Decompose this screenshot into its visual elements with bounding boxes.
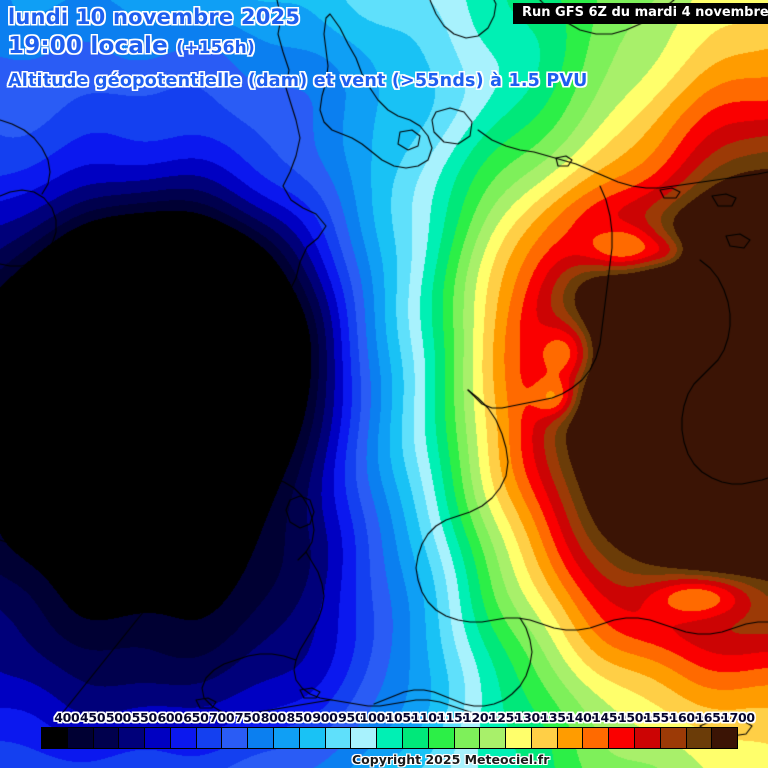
parameter-title: Altitude géopotentielle (dam) et vent (>… <box>8 71 588 91</box>
colorbar-tick-label: 400 <box>54 710 80 725</box>
colorbar-tick-labels: 400 450 500 550 600 650 700 750 800 850 900 950 1000… <box>41 710 755 727</box>
colorbar-swatch <box>196 728 223 748</box>
colorbar-swatch <box>119 728 146 748</box>
copyright-notice: Copyright 2025 Meteociel.fr <box>352 752 550 767</box>
colorbar-swatch <box>351 728 378 748</box>
colorbar-tick-label: 1450 <box>592 710 626 725</box>
colorbar-tick-label: 450 <box>80 710 106 725</box>
colorbar-swatch <box>583 728 610 748</box>
colorbar-swatch <box>557 728 584 748</box>
colorbar-swatch <box>402 728 429 748</box>
colorbar-swatch <box>325 728 352 748</box>
colorbar-swatch <box>67 728 94 748</box>
colorbar-swatch <box>428 728 455 748</box>
colorbar-tick-label: 1350 <box>540 710 575 725</box>
colorbar-tick-label: 950 <box>338 710 364 725</box>
colorbar-swatch <box>170 728 197 748</box>
colorbar-tick-label: 500 <box>105 710 132 725</box>
colorbar-swatch <box>93 728 120 748</box>
colorbar-legend: 400 450 500 550 600 650 700 750 800 850 900 950 1000… <box>41 710 755 749</box>
colorbar-tick-label: 1000 <box>359 710 394 725</box>
colorbar-swatch <box>274 728 300 748</box>
colorbar-swatch <box>634 728 661 748</box>
colorbar-tick-label: 1500 <box>617 710 652 725</box>
colorbar-tick-label: 600 <box>157 710 183 725</box>
forecast-date-label: lundi 10 novembre 2025 <box>8 5 301 29</box>
colorbar-swatch <box>660 728 687 748</box>
colorbar-tick-label: 1700 <box>721 710 755 725</box>
forecast-lead-time: (+156h) <box>176 38 255 58</box>
forecast-time-value: 19:00 locale <box>8 33 168 59</box>
colorbar-swatch <box>480 728 507 748</box>
colorbar-swatch <box>145 728 171 748</box>
colorbar-tick-label: 850 <box>286 710 313 725</box>
colorbar-tick-label: 700 <box>209 710 235 725</box>
colorbar-tick-label: 1250 <box>488 710 523 725</box>
colorbar-swatch <box>454 728 481 748</box>
colorbar-swatch <box>686 728 713 748</box>
colorbar-swatch <box>531 728 558 748</box>
colorbar-swatches <box>41 727 738 749</box>
colorbar-tick-label: 1200 <box>463 710 497 725</box>
colorbar-tick-label: 750 <box>234 710 261 725</box>
colorbar-swatch <box>222 728 249 748</box>
colorbar-tick-label: 650 <box>183 710 209 725</box>
colorbar-swatch <box>42 728 68 748</box>
colorbar-tick-label: 800 <box>260 710 287 725</box>
colorbar-tick-label: 1150 <box>437 710 471 725</box>
colorbar-tick-label: 900 <box>312 710 338 725</box>
colorbar-swatch <box>609 728 635 748</box>
forecast-time-label: 19:00 locale (+156h) <box>8 33 255 59</box>
colorbar-tick-label: 1100 <box>411 710 446 725</box>
colorbar-tick-label: 1300 <box>514 710 549 725</box>
colorbar-tick-label: 1650 <box>695 710 729 725</box>
colorbar-swatch <box>377 728 403 748</box>
colorbar-swatch <box>248 728 275 748</box>
model-run-banner: Run GFS 6Z du mardi 4 novembre 2025 <box>513 3 768 24</box>
colorbar-tick-label: 1600 <box>669 710 704 725</box>
colorbar-tick-label: 1550 <box>643 710 678 725</box>
colorbar-tick-label: 550 <box>131 710 158 725</box>
colorbar-tick-label: 1050 <box>385 710 420 725</box>
colorbar-swatch <box>506 728 532 748</box>
colorbar-swatch <box>712 728 738 748</box>
colorbar-tick-label: 1400 <box>566 710 600 725</box>
colorbar-swatch <box>299 728 326 748</box>
